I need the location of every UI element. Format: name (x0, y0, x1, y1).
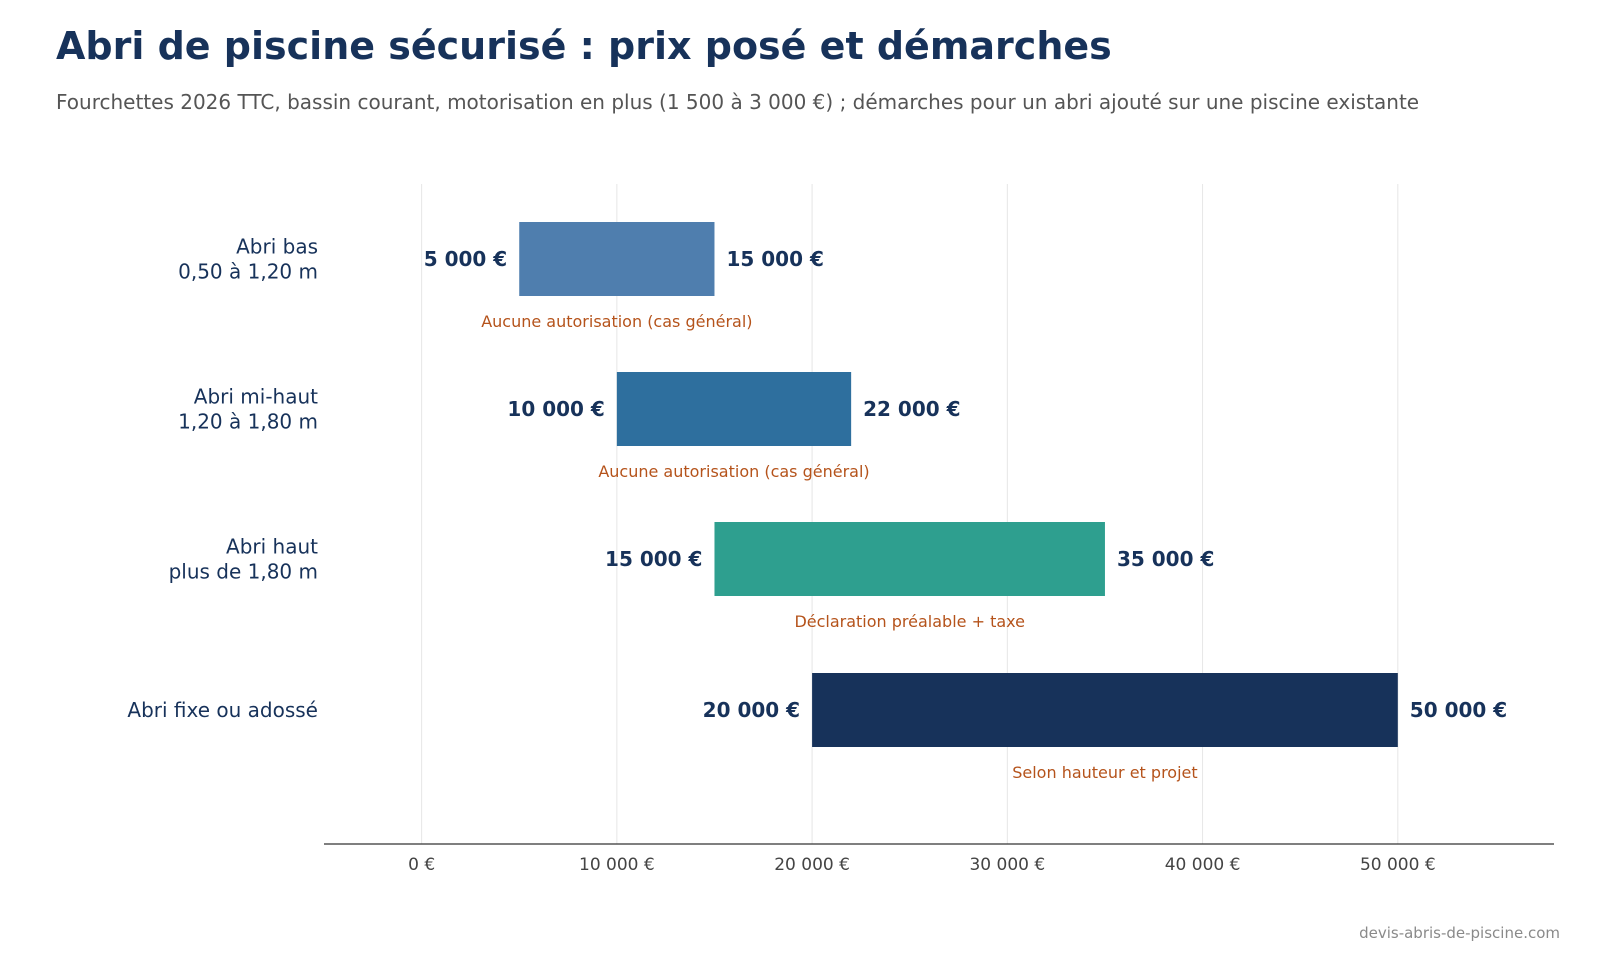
range-bar (616, 372, 852, 446)
category-label: 0,50 à 1,20 m (178, 260, 318, 284)
min-value-label: 5 000 € (424, 247, 508, 271)
range-bar (812, 673, 1398, 747)
x-tick-label: 0 € (408, 855, 435, 875)
x-tick-label: 30 000 € (969, 855, 1045, 875)
category-label: plus de 1,80 m (169, 560, 318, 584)
category-label: 1,20 à 1,80 m (178, 410, 318, 434)
category-label: Abri haut (226, 535, 318, 559)
category-label: Abri mi-haut (194, 385, 318, 409)
min-value-label: 10 000 € (507, 397, 604, 421)
max-value-label: 50 000 € (1410, 698, 1507, 722)
chart-title: Abri de piscine sécurisé : prix posé et … (56, 24, 1112, 68)
procedure-note: Aucune autorisation (cas général) (481, 312, 752, 331)
procedure-note: Déclaration préalable + taxe (794, 612, 1025, 631)
min-value-label: 15 000 € (605, 547, 702, 571)
chart-subtitle: Fourchettes 2026 TTC, bassin courant, mo… (56, 90, 1420, 114)
category-label: Abri bas (236, 235, 318, 259)
range-bar (519, 222, 715, 296)
min-value-label: 20 000 € (703, 698, 800, 722)
max-value-label: 35 000 € (1117, 547, 1214, 571)
x-tick-label: 50 000 € (1360, 855, 1436, 875)
procedure-note: Selon hauteur et projet (1012, 763, 1197, 782)
max-value-label: 15 000 € (726, 247, 823, 271)
source-footer: devis-abris-de-piscine.com (1359, 924, 1560, 942)
x-tick-label: 40 000 € (1165, 855, 1241, 875)
max-value-label: 22 000 € (863, 397, 960, 421)
category-label: Abri fixe ou adossé (127, 698, 318, 722)
range-bar (714, 522, 1105, 596)
x-tick-label: 10 000 € (579, 855, 655, 875)
x-tick-label: 20 000 € (774, 855, 850, 875)
procedure-note: Aucune autorisation (cas général) (598, 462, 869, 481)
